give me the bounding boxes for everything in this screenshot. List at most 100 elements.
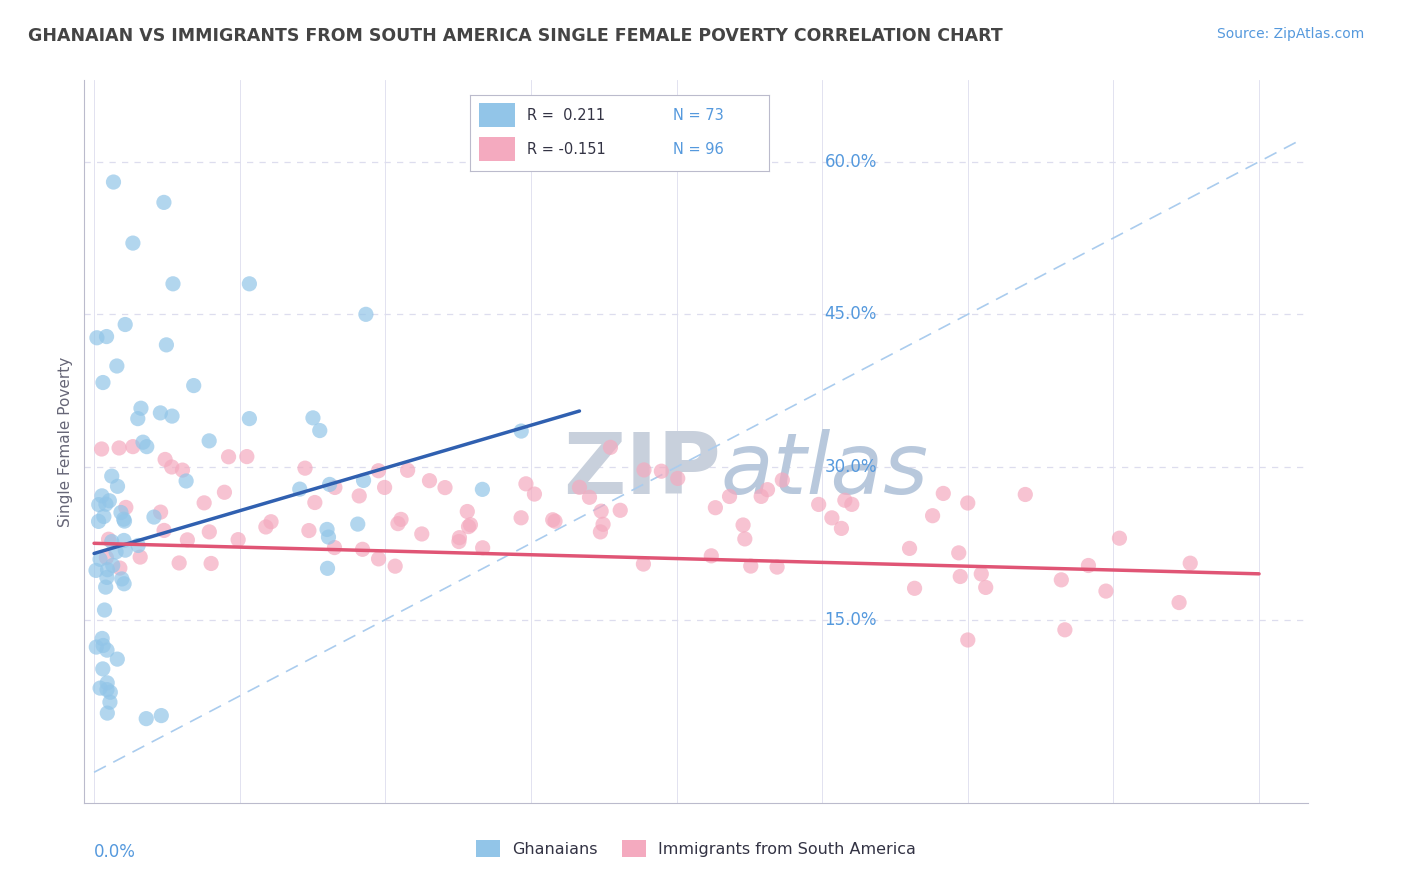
Point [821,511,844,525]
Point [93,603,115,617]
Point [86,640,108,654]
Point [308,424,330,438]
Point [704,500,727,515]
Point [91,632,114,646]
Point [105,545,128,559]
Point [93,509,115,524]
Point [749,489,772,503]
Point [541,513,564,527]
Point [599,440,621,454]
Point [367,464,389,478]
Point [396,463,419,477]
Point [766,560,789,574]
Point [589,524,612,539]
Text: atlas: atlas [720,429,928,512]
Point [353,474,375,488]
Point [112,512,135,526]
Point [591,504,613,518]
Point [294,461,316,475]
Point [198,524,221,539]
Point [418,474,440,488]
Point [107,479,129,493]
Point [568,480,591,494]
Point [132,435,155,450]
Point [949,569,972,583]
Point [96,550,118,565]
Point [96,570,118,584]
Point [260,515,283,529]
Point [740,559,762,574]
Point [114,514,136,528]
Point [193,496,215,510]
Point [172,463,194,477]
Point [200,557,222,571]
Point [91,662,114,676]
Point [434,481,457,495]
Point [457,519,479,533]
Point [756,483,779,497]
Point [105,359,128,373]
Point [94,580,117,594]
Point [127,538,149,552]
Point [97,533,120,547]
Point [666,471,689,485]
Point [87,515,110,529]
Point [162,277,184,291]
Point [105,652,128,666]
Point [149,505,172,519]
Point [98,685,121,699]
Point [238,277,260,291]
Point [633,463,655,477]
Point [718,490,741,504]
Point [770,473,793,487]
Point [515,476,537,491]
Point [449,531,471,545]
Point [238,411,260,425]
Point [122,440,145,454]
Point [347,489,370,503]
Point [510,510,533,524]
Point [96,643,118,657]
Point [411,527,433,541]
Point [1014,487,1036,501]
Point [471,541,494,555]
Point [544,514,567,528]
Point [91,639,114,653]
Point [841,497,863,511]
Point [932,486,955,500]
Point [447,534,470,549]
Point [108,561,131,575]
Point [101,558,124,573]
Point [214,485,236,500]
Point [114,543,136,558]
Point [834,493,856,508]
Point [898,541,921,556]
Point [127,411,149,425]
Point [89,681,111,695]
Point [183,378,205,392]
Text: 15.0%: 15.0% [824,611,877,629]
Point [167,556,190,570]
Point [352,542,374,557]
Point [86,331,108,345]
Point [89,552,111,566]
Point [90,489,112,503]
Point [98,493,121,508]
Point [135,440,157,454]
Point [198,434,221,448]
Point [129,550,152,565]
Point [153,195,176,210]
Point [149,406,172,420]
Point [510,424,533,438]
Point [956,496,979,510]
Point [112,576,135,591]
Point [153,452,176,467]
Point [96,329,118,343]
Point [1077,558,1099,573]
Point [460,517,482,532]
Point [471,483,494,497]
Text: ZIP: ZIP [562,429,720,512]
Point [609,503,631,517]
Point [633,557,655,571]
Point [316,561,339,575]
